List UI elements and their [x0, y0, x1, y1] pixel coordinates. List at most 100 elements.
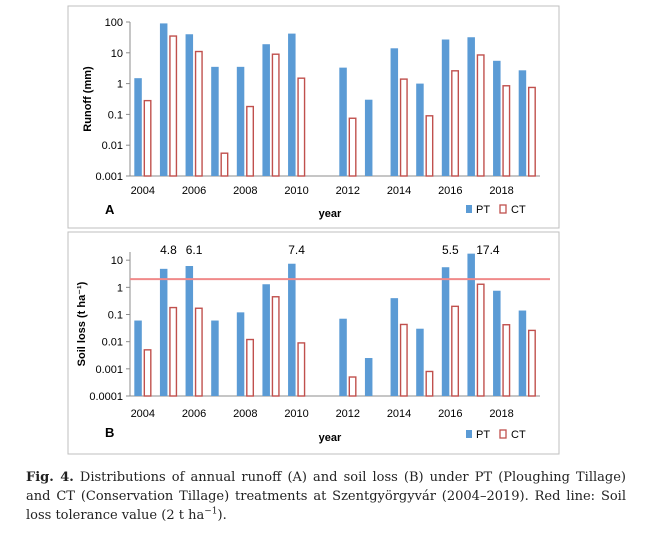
panel-b-soil-loss: 0.0001 0.001 0.01 0.1 1 10 Soil loss (t ha⁻¹) 2…	[76, 243, 550, 444]
bar-ct	[143, 349, 152, 397]
bar-pt	[236, 66, 245, 176]
x-tick-label: 2018	[489, 408, 513, 420]
x-axis-title: year	[319, 432, 342, 444]
bar-ct	[246, 338, 255, 397]
bar-ct	[194, 50, 203, 177]
y-tick-label: 1	[117, 282, 123, 294]
x-tick-label: 2006	[182, 408, 206, 420]
bar-pt	[211, 320, 219, 396]
data-label: 4.8	[160, 243, 177, 257]
bar-ct	[399, 323, 408, 397]
x-tick-label: 2010	[284, 408, 308, 420]
bar-pt	[364, 358, 373, 396]
caption-end: ).	[217, 508, 227, 523]
bar-ct	[169, 35, 178, 177]
x-tick-label: 2010	[284, 185, 308, 197]
panel-letter: A	[105, 202, 115, 217]
bar-pt	[416, 328, 424, 396]
figure-caption: Fig. 4. Distributions of annual runoff (…	[26, 468, 626, 525]
y-tick-label: 0.1	[108, 310, 123, 322]
bar-ct	[476, 283, 485, 397]
y-tick-label: 0.01	[102, 140, 123, 152]
y-tick-label: 10	[111, 48, 123, 60]
bar-ct	[425, 115, 434, 177]
y-tick-label: 0.001	[95, 171, 123, 183]
data-label: 5.5	[442, 243, 459, 257]
bar-pt	[134, 320, 142, 396]
data-label: 7.4	[288, 243, 305, 257]
bar-pt	[390, 298, 399, 396]
legend-label-ct: CT	[511, 429, 526, 441]
bar-pt	[441, 267, 450, 396]
bar-pt	[467, 37, 475, 176]
bar-pt	[493, 60, 501, 176]
x-tick-label: 2018	[489, 185, 513, 197]
x-tick-label: 2014	[387, 408, 411, 420]
x-tick-label: 2012	[336, 408, 360, 420]
bar-pt	[339, 67, 347, 176]
bar-ct	[348, 117, 357, 177]
y-tick-label: 100	[105, 17, 123, 29]
legend-label-pt: PT	[476, 429, 490, 441]
bar-pt	[518, 70, 527, 176]
x-tick-label: 2008	[233, 185, 257, 197]
x-tick-label: 2004	[131, 185, 155, 197]
bar-ct	[271, 53, 280, 177]
bar-pt	[390, 48, 399, 176]
legend-swatch-pt	[466, 205, 472, 213]
bar-ct	[143, 99, 152, 177]
y-tick-label: 0.1	[108, 109, 123, 121]
bar-pt	[416, 83, 424, 176]
x-tick-label: 2004	[131, 408, 155, 420]
caption-label: Fig. 4.	[26, 470, 74, 485]
caption-superscript: −1	[204, 506, 218, 517]
bar-pt	[262, 44, 270, 177]
bar-ct	[425, 370, 434, 397]
x-tick-label: 2012	[336, 185, 360, 197]
x-tick-label: 2016	[438, 408, 462, 420]
legend-label-ct: CT	[511, 204, 526, 216]
y-axis-title: Runoff (mm)	[82, 66, 94, 132]
data-label: 17.4	[476, 243, 500, 257]
panel-a-runoff: 0.001 0.01 0.1 1 10 100 Runoff (mm) 2004 2006 200…	[82, 17, 540, 220]
x-tick-label: 2006	[182, 185, 206, 197]
bar-ct	[271, 296, 280, 397]
x-tick-label: 2016	[438, 185, 462, 197]
x-axis-title: year	[319, 208, 342, 220]
bar-ct	[502, 324, 511, 397]
bar-pt	[288, 263, 296, 396]
caption-body: Distributions of annual runoff (A) and s…	[26, 470, 626, 523]
bar-ct	[297, 342, 306, 397]
bar-pt	[467, 253, 475, 396]
bar-pt	[134, 78, 142, 176]
bar-ct	[476, 54, 485, 177]
y-tick-label: 0.01	[102, 337, 123, 349]
bar-ct	[502, 85, 511, 177]
bar-pt	[236, 312, 245, 396]
legend-swatch-pt	[466, 430, 472, 438]
panel-letter: B	[105, 425, 114, 440]
figure-charts: 0.001 0.01 0.1 1 10 100 Runoff (mm) 2004 2006 200…	[67, 5, 560, 455]
x-tick-label: 2008	[233, 408, 257, 420]
x-tick-label: 2014	[387, 185, 411, 197]
bar-ct	[220, 152, 229, 177]
bar-pt	[159, 268, 168, 396]
data-label: 6.1	[186, 243, 203, 257]
bar-pt	[288, 33, 296, 177]
bar-pt	[159, 23, 168, 176]
bar-pt	[262, 284, 270, 396]
bar-ct	[451, 305, 460, 397]
bar-pt	[493, 290, 501, 396]
bar-pt	[339, 318, 347, 396]
y-tick-label: 10	[111, 255, 123, 267]
bar-pt	[518, 310, 527, 396]
bar-pt	[441, 39, 450, 177]
bar-pt	[211, 66, 219, 176]
bar-pt	[185, 266, 194, 396]
bar-ct	[348, 376, 357, 397]
y-tick-label: 1	[117, 79, 123, 91]
bar-ct	[451, 70, 460, 177]
legend-label-pt: PT	[476, 204, 490, 216]
bar-pt	[364, 99, 373, 176]
bar-ct	[527, 86, 536, 177]
